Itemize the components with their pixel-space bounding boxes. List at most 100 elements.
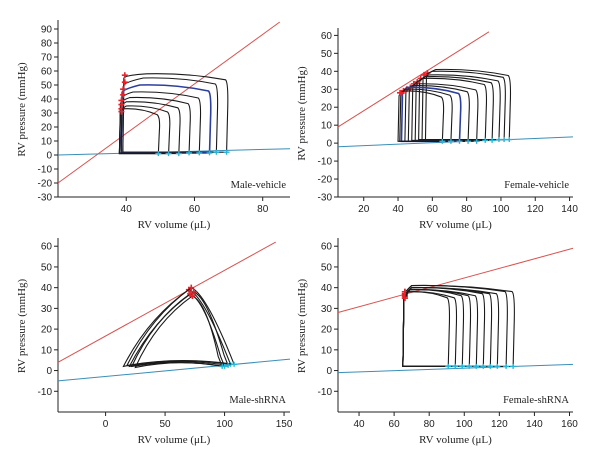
end-diastolic-point: [489, 137, 496, 143]
end-diastolic-point: [482, 137, 489, 143]
end-systolic-point: [121, 79, 128, 86]
end-systolic-point: [120, 86, 127, 93]
pv-loop: [118, 101, 181, 155]
end-diastolic-point: [480, 363, 487, 369]
x-tick-label: 60: [189, 204, 201, 215]
x-tick-label: 80: [461, 204, 473, 215]
end-systolic-point: [401, 295, 408, 302]
x-tick-label: 60: [427, 204, 439, 215]
end-diastolic-point: [165, 151, 172, 157]
espvr-line: [337, 247, 574, 314]
pv-loop: [402, 289, 472, 367]
pv-loop: [122, 73, 229, 153]
x-tick-label: 40: [121, 204, 133, 215]
y-tick-label: 30: [321, 304, 333, 315]
end-diastolic-point: [439, 138, 446, 144]
end-systolic-point: [188, 284, 195, 291]
end-diastolic-point: [473, 138, 480, 144]
x-tick-label: 40: [392, 204, 404, 215]
pv-loop: [118, 108, 161, 155]
y-axis-label: RV pressure (mmHg): [296, 279, 308, 374]
end-diastolic-point: [223, 149, 230, 155]
x-tick-label: 50: [160, 419, 172, 430]
y-tick-label: 80: [41, 39, 53, 50]
y-tick-label: 20: [321, 325, 333, 336]
x-tick-label: 150: [276, 419, 293, 430]
y-tick-label: 0: [46, 151, 52, 162]
y-tick-label: 0: [326, 366, 332, 377]
y-tick-label: 70: [41, 53, 53, 64]
y-tick-label: 40: [321, 67, 333, 78]
x-tick-label: 120: [527, 204, 544, 215]
x-tick-label: 80: [257, 204, 269, 215]
y-tick-label: -20: [318, 175, 333, 186]
panel-annotation: Female-vehicle: [504, 180, 569, 191]
end-diastolic-point: [225, 362, 232, 368]
y-tick-label: 60: [321, 242, 333, 253]
pv-loop: [402, 291, 451, 367]
y-tick-label: 30: [41, 109, 53, 120]
y-tick-label: 10: [41, 137, 53, 148]
end-diastolic-point: [196, 150, 203, 156]
pv-loop: [402, 289, 465, 367]
y-tick-label: -20: [38, 179, 53, 190]
y-tick-label: 30: [321, 85, 333, 96]
y-tick-label: 40: [41, 283, 53, 294]
pv-loop: [122, 77, 219, 153]
x-tick-label: 20: [358, 204, 370, 215]
x-tick-label: 120: [491, 419, 508, 430]
end-diastolic-point: [510, 363, 517, 369]
y-tick-label: 50: [321, 262, 333, 273]
y-tick-label: -10: [38, 165, 53, 176]
pv-loop: [130, 293, 226, 368]
y-tick-label: 0: [46, 366, 52, 377]
y-tick-label: 10: [321, 345, 333, 356]
y-tick-label: 40: [321, 283, 333, 294]
pv-loop: [134, 295, 224, 369]
pv-loop: [120, 91, 202, 154]
end-diastolic-point: [231, 361, 238, 367]
y-tick-label: 50: [41, 81, 53, 92]
x-tick-label: 140: [561, 204, 578, 215]
y-axis-label: RV pressure (mmHg): [16, 62, 28, 157]
pv-loop: [120, 84, 212, 154]
edpvr-line: [57, 358, 291, 382]
end-diastolic-point: [487, 363, 494, 369]
y-tick-label: 30: [41, 304, 53, 315]
espvr-line: [337, 31, 490, 128]
end-diastolic-point: [452, 363, 459, 369]
x-tick-label: 100: [216, 419, 233, 430]
y-tick-label: -10: [318, 387, 333, 398]
x-axis-label: RV volume (μL): [138, 434, 211, 446]
end-systolic-point: [189, 292, 196, 299]
x-tick-label: 100: [456, 419, 473, 430]
x-tick-label: 160: [561, 419, 578, 430]
pv-loop: [122, 289, 232, 368]
pv-loop: [402, 286, 486, 367]
panel-male-shrna: -10 0 10 20 30 40 50 60 0 50 100 150 Male-shRNA RV vo…: [16, 238, 293, 446]
panel-annotation: Male-shRNA: [229, 395, 286, 406]
espvr-line: [57, 241, 276, 363]
end-diastolic-point: [447, 138, 454, 144]
x-axis-label: RV volume (μL): [419, 434, 492, 446]
x-tick-label: 0: [103, 419, 109, 430]
y-tick-label: 60: [41, 242, 53, 253]
y-tick-label: 50: [41, 262, 53, 273]
x-tick-label: 80: [424, 419, 436, 430]
x-tick-label: 60: [389, 419, 401, 430]
end-diastolic-point: [506, 137, 513, 143]
end-diastolic-point: [494, 363, 501, 369]
y-axis-label: RV pressure (mmHg): [16, 279, 28, 374]
end-systolic-point: [397, 89, 404, 96]
y-tick-label: 60: [41, 67, 53, 78]
panel-female-shrna: -10 0 10 20 30 40 50 60 40 60 80 100 120 140 160 Female…: [296, 238, 578, 446]
y-tick-label: 20: [321, 103, 333, 114]
pv-loop: [402, 289, 479, 367]
panel-annotation: Male-vehicle: [231, 180, 287, 191]
panel-annotation: Female-shRNA: [503, 395, 569, 406]
y-tick-label: 50: [321, 49, 333, 60]
x-tick-label: 140: [526, 419, 543, 430]
pv-loop: [126, 287, 235, 367]
y-tick-label: 0: [326, 139, 332, 150]
